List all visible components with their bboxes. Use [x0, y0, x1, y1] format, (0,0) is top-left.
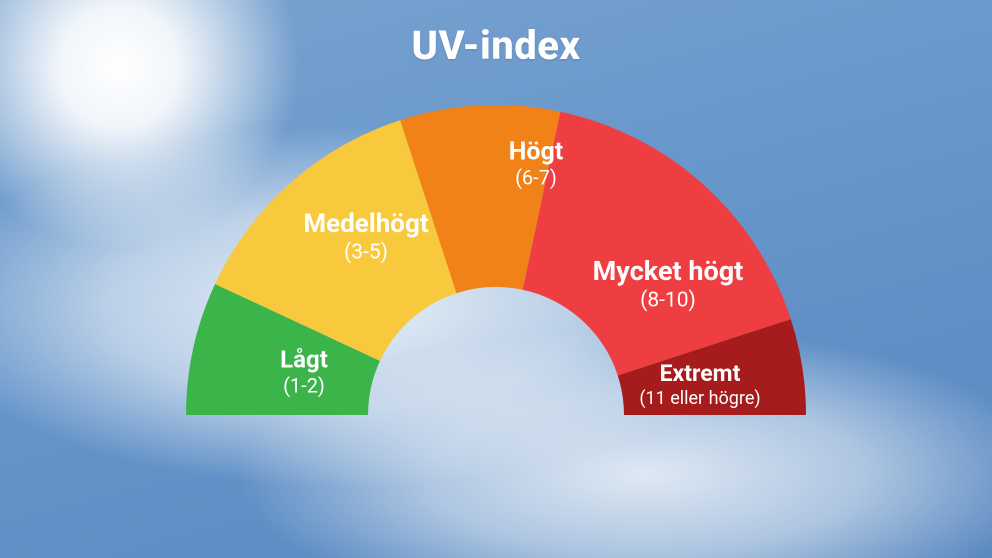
segment-sublabel-lagt: (1-2): [283, 373, 325, 397]
uv-gauge: Lågt(1-2) Medelhögt(3-5) Högt(6-7) Mycket h…: [146, 95, 846, 439]
segment-label-hogt: Högt: [509, 138, 564, 167]
background: UV-index Lågt(1-2) Medelhögt(3-5) Högt(6-7…: [0, 0, 992, 558]
segment-label-lagt: Lågt: [280, 345, 328, 373]
segment-label-medel: Medelhögt: [303, 209, 428, 239]
chart-title: UV-index: [0, 22, 992, 69]
segment-sublabel-mycket: (8-10): [640, 289, 696, 313]
segment-label-extremt: Extremt: [660, 360, 741, 387]
segment-sublabel-hogt: (6-7): [515, 165, 557, 189]
segment-label-mycket: Mycket högt: [593, 255, 744, 287]
segment-sublabel-medel: (3-5): [344, 241, 388, 265]
gauge-svg: Lågt(1-2) Medelhögt(3-5) Högt(6-7) Mycket h…: [146, 95, 846, 435]
segment-sublabel-extremt: (11 eller högre): [639, 388, 760, 409]
